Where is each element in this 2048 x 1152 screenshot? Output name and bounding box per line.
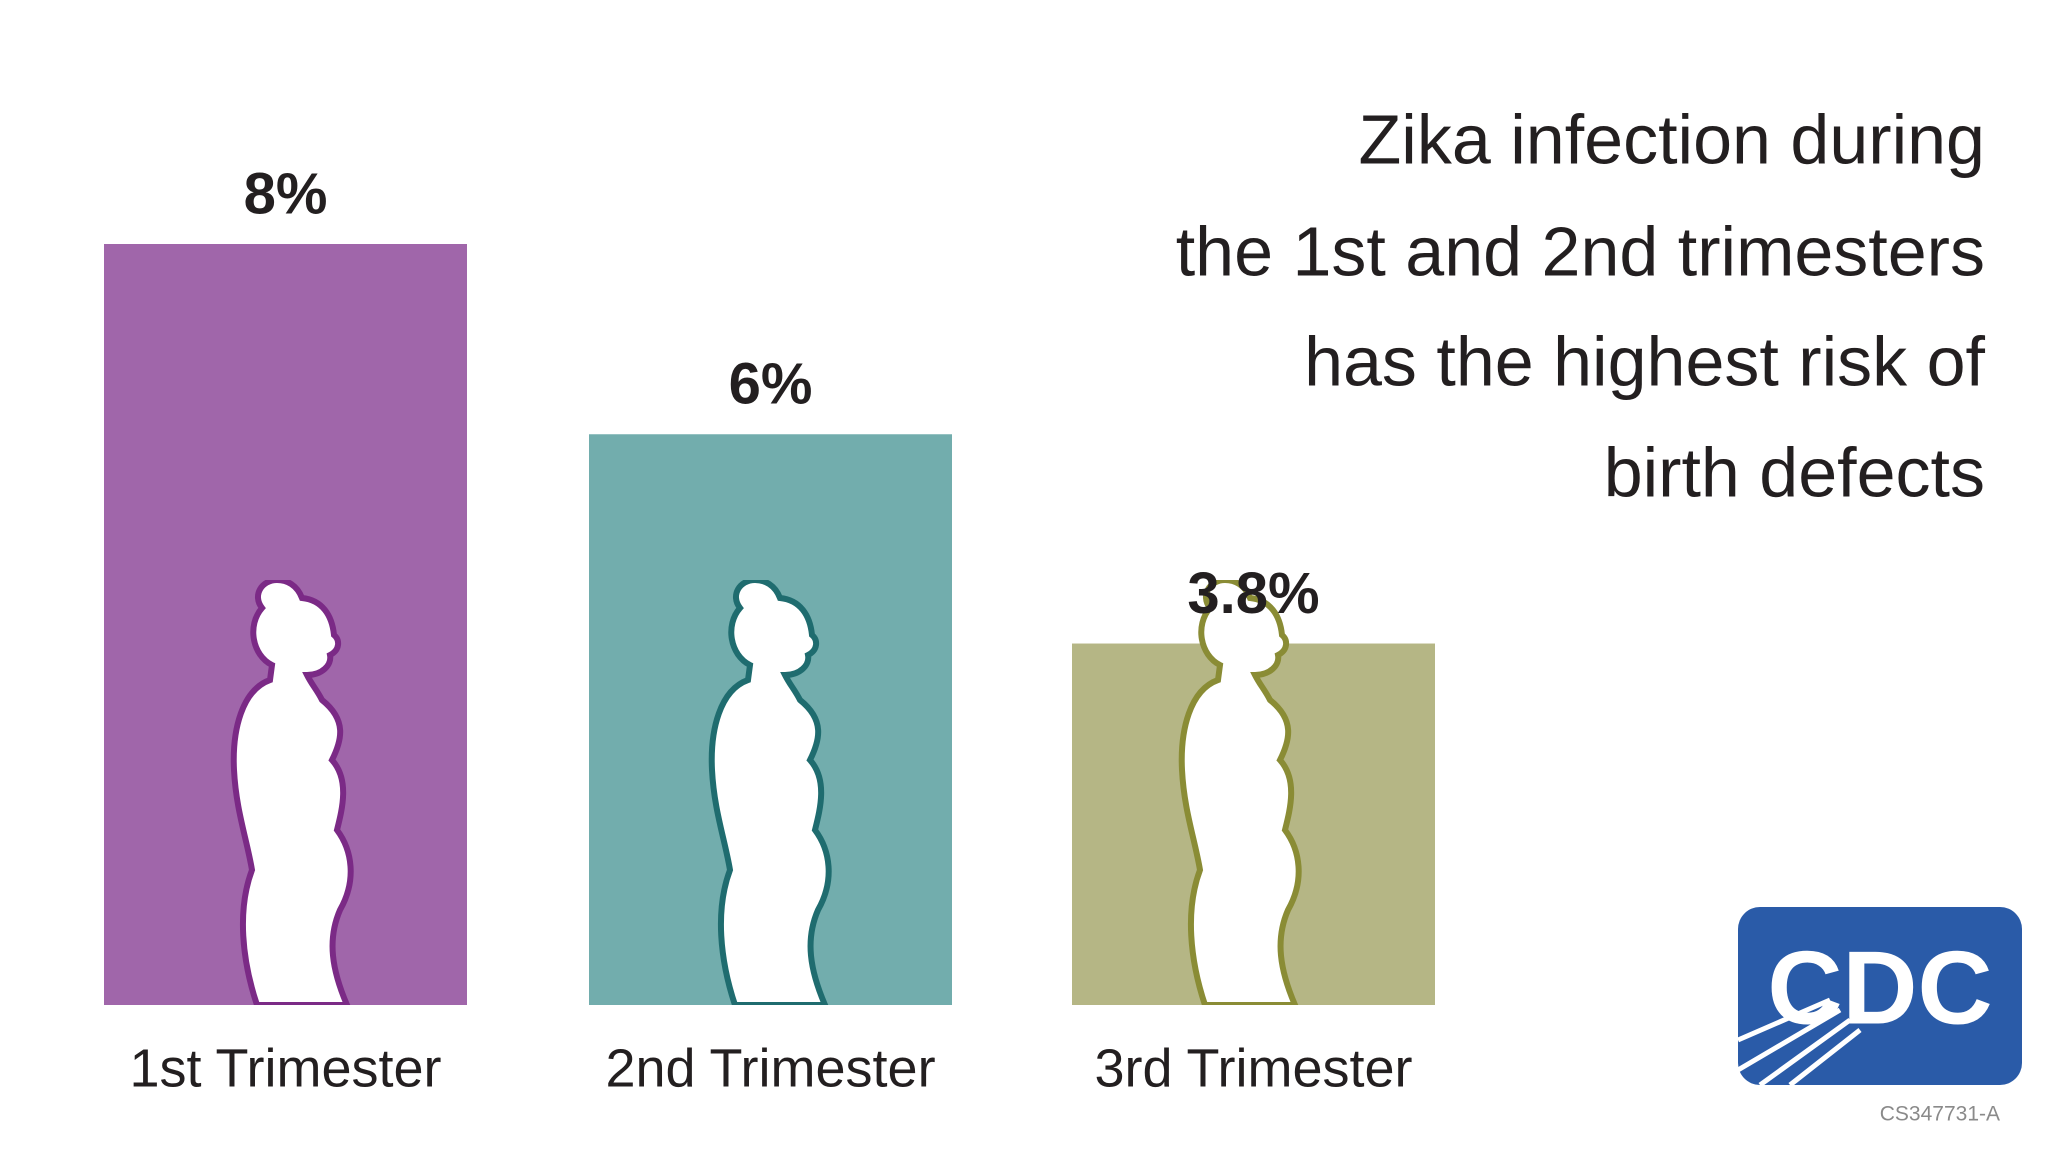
value-label: 3.8%	[1187, 561, 1319, 626]
title-line: has the highest risk of	[1304, 322, 1985, 400]
value-label: 6%	[729, 352, 813, 417]
logo-badge	[1738, 907, 2022, 1085]
value-label: 8%	[244, 161, 328, 226]
logo-rays	[1736, 997, 1862, 1088]
logo: CDC	[1736, 907, 2022, 1088]
category-label: 2nd Trimester	[605, 1038, 935, 1098]
title-line: Zika infection during	[1359, 100, 1985, 178]
title-line: the 1st and 2nd trimesters	[1176, 212, 1985, 290]
category-label: 1st Trimester	[129, 1038, 441, 1098]
title-line: birth defects	[1604, 433, 1985, 511]
category-label: 3rd Trimester	[1094, 1038, 1412, 1098]
logo-text: CDC	[1767, 930, 1992, 1046]
footnote: CS347731-A	[1880, 1103, 2000, 1126]
